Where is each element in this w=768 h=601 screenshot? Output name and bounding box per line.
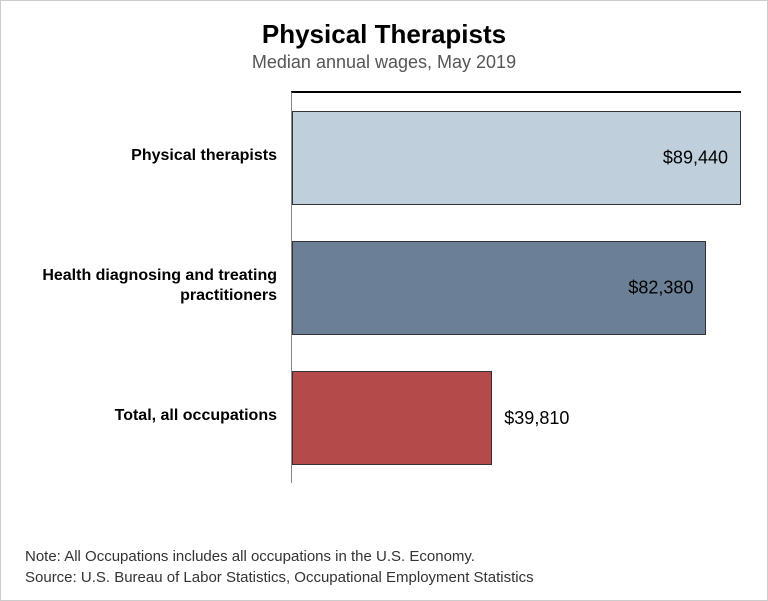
bar-row: $82,380 xyxy=(292,223,741,353)
bar: $82,380 xyxy=(292,241,706,335)
bar: $89,440 xyxy=(292,111,741,205)
chart-source: Source: U.S. Bureau of Labor Statistics,… xyxy=(25,569,743,586)
bar-value: $82,380 xyxy=(628,278,693,299)
y-axis-label: Physical therapists xyxy=(21,91,291,221)
chart-container: Physical Therapists Median annual wages,… xyxy=(0,0,768,601)
bar-value: $39,810 xyxy=(504,408,569,429)
bar-row: $89,440 xyxy=(292,93,741,223)
chart-footer: Note: All Occupations includes all occup… xyxy=(25,544,743,586)
chart-note: Note: All Occupations includes all occup… xyxy=(25,548,743,565)
y-axis-labels: Physical therapistsHealth diagnosing and… xyxy=(21,91,291,483)
chart-subtitle: Median annual wages, May 2019 xyxy=(21,52,747,73)
chart-title: Physical Therapists xyxy=(21,19,747,50)
bars-region: $89,440 $82,380 $39,810 xyxy=(291,91,741,483)
plot-area: Physical therapistsHealth diagnosing and… xyxy=(21,91,747,483)
y-axis-label: Total, all occupations xyxy=(21,351,291,481)
bar-row: $39,810 xyxy=(292,353,741,483)
y-axis-label: Health diagnosing and treating practitio… xyxy=(21,221,291,351)
bar-value: $89,440 xyxy=(663,148,728,169)
bar xyxy=(292,371,492,465)
